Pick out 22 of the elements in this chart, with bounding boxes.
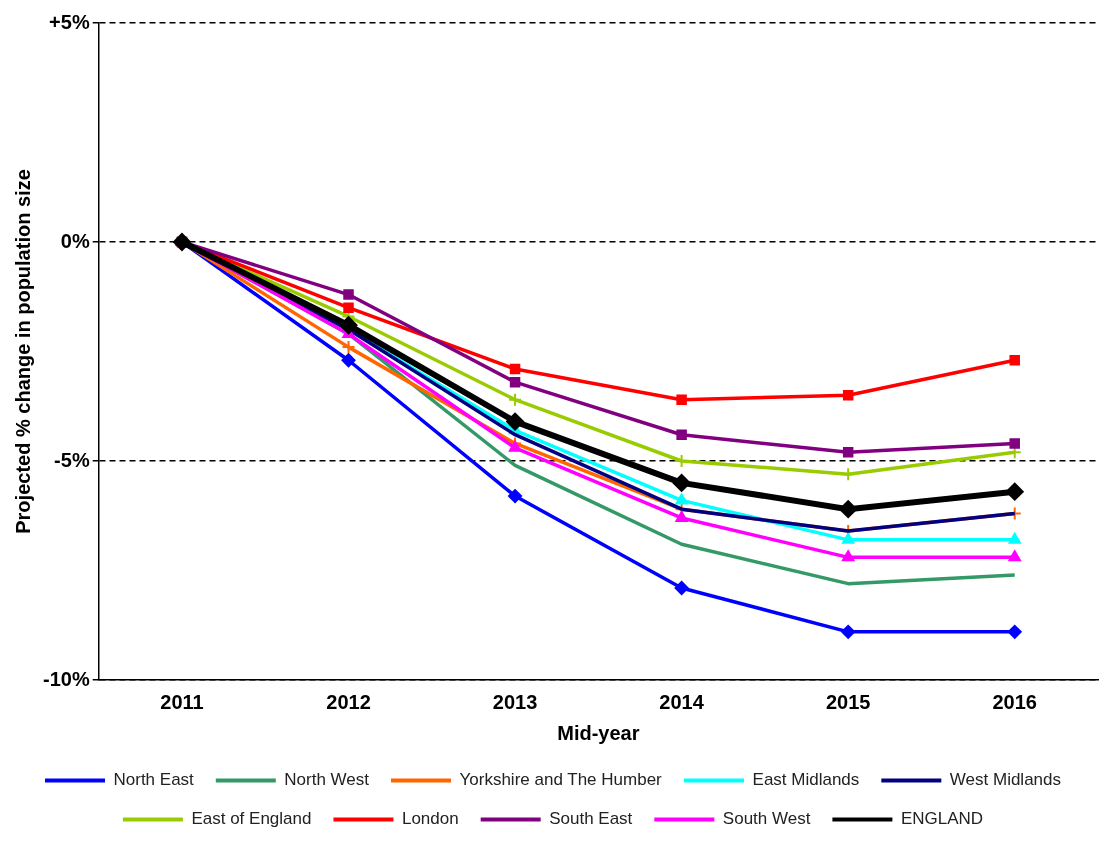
legend-label: London bbox=[401, 809, 459, 829]
legend-label: East Midlands bbox=[752, 770, 860, 790]
x-tick-label: 2014 bbox=[659, 690, 705, 713]
y-tick-label: 0% bbox=[60, 229, 90, 252]
legend-label: North West bbox=[284, 770, 370, 790]
legend-label: East of England bbox=[191, 809, 312, 829]
x-tick-label: 2013 bbox=[492, 690, 538, 713]
x-tick-label: 2016 bbox=[992, 690, 1037, 713]
legend-label: Yorkshire and The Humber bbox=[459, 770, 663, 790]
y-tick-label: -5% bbox=[54, 448, 90, 471]
y-tick-label: -10% bbox=[42, 667, 90, 690]
x-tick-label: 2015 bbox=[825, 690, 871, 713]
y-tick-label: +5% bbox=[49, 10, 90, 33]
legend-label: South West bbox=[722, 809, 811, 829]
legend-label: West Midlands bbox=[949, 770, 1062, 790]
legend-label: North East bbox=[113, 770, 195, 790]
legend-label: South East bbox=[549, 809, 633, 829]
legend-label: ENGLAND bbox=[900, 809, 984, 829]
x-axis-title: Mid-year bbox=[557, 721, 640, 744]
x-tick-label: 2011 bbox=[160, 690, 204, 713]
x-tick-label: 2012 bbox=[326, 690, 371, 713]
y-axis-title: Projected % change in population size bbox=[11, 169, 34, 534]
